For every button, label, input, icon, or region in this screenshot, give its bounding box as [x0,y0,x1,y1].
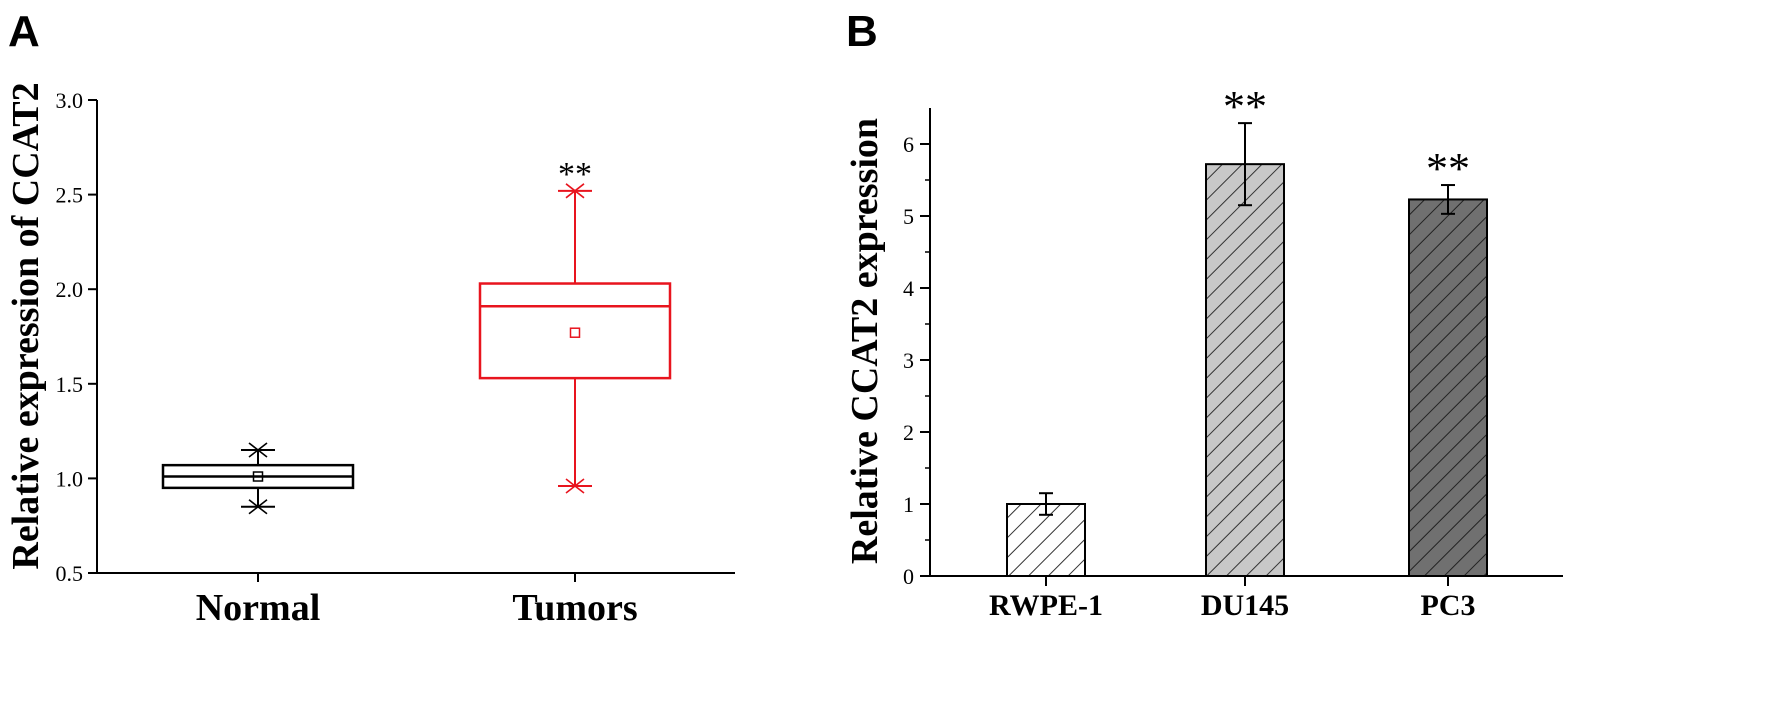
panel-b-y-tick-label: 1 [903,492,914,517]
panel-a-categories: Normal Tumors [196,573,638,629]
significance-label: ** [1426,144,1470,193]
mean-marker [569,327,581,338]
panel-b-bar-group-1: ** [1205,82,1285,577]
panel-b-y-axis-title: Relative CCAT2 expression [844,118,886,564]
panel-a-y-tick-label: 3.0 [56,88,84,113]
panel-a-boxes: ** [161,156,672,515]
panel-b-category-label: PC3 [1421,589,1476,622]
panel-b-category-label: DU145 [1201,589,1289,622]
panel-b-y-tick-label: 3 [903,348,914,373]
panel-a-y-tick-label: 2.0 [56,277,84,302]
panel-b-y-tick-label: 4 [903,276,914,301]
panel-b-y-tick-label: 5 [903,204,914,229]
panel-b-categories: RWPE-1 DU145 PC3 [989,576,1476,622]
bar [1006,503,1086,577]
panel-a-y-tick-label: 1.0 [56,466,84,491]
panel-b-y-tick-label: 6 [903,132,914,157]
mean-marker [252,471,264,482]
panel-a-y-ticks: 0.5 1.0 1.5 2.0 2.5 3.0 [56,88,97,586]
panel-letter-a: A [8,7,40,56]
significance-label: ** [1223,82,1267,131]
panel-a-y-tick-label: 0.5 [56,561,84,586]
panel-letter-b: B [846,7,878,56]
panel-b-category-label: RWPE-1 [989,589,1103,622]
panel-b-y-tick-label: 2 [903,420,914,445]
panel-a-y-tick-label: 2.5 [56,183,84,208]
panel-a-category-label: Tumors [512,587,637,629]
bar [1205,163,1285,577]
outlier-mark [565,183,585,199]
outlier-mark [248,442,268,458]
bar [1408,198,1488,577]
panel-b-bar-group-2: ** [1408,144,1488,577]
panel-a-box-0 [161,442,355,515]
outlier-mark [565,478,585,494]
iqr-box [478,282,672,380]
panel-b-bar-group-0 [1006,492,1086,577]
panel-b-bars: ** ** [1006,82,1488,577]
panel-a-box-1: ** [478,156,672,494]
panel-a-category-label: Normal [196,587,321,629]
panel-a-y-tick-label: 1.5 [56,372,84,397]
panel-b-y-ticks: 0 1 2 3 4 5 6 [903,132,930,589]
panel-a-axes [96,100,735,574]
panel-a: A Relative expression of CCAT2 0.5 1.0 1.5… [5,7,735,629]
significance-label: ** [558,156,592,193]
panel-a-y-axis-title: Relative expression of CCAT2 [5,82,47,569]
panel-b-y-tick-label: 0 [903,564,914,589]
outlier-mark [248,499,268,515]
